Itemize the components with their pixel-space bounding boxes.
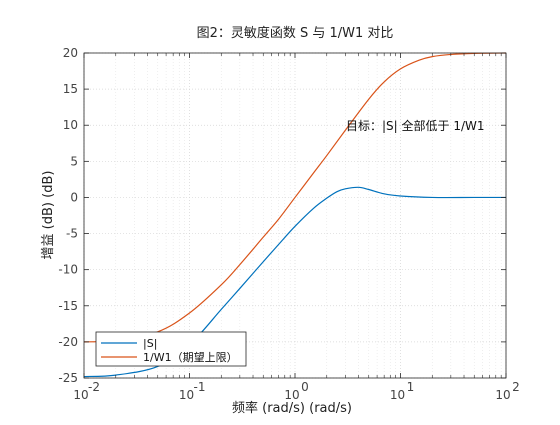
y-tick-label: 20 <box>63 46 78 60</box>
x-tick-exponent: -1 <box>194 380 206 394</box>
legend-label-s: |S| <box>143 337 157 350</box>
y-tick-label: 10 <box>63 118 78 132</box>
y-tick-label: -10 <box>58 263 78 277</box>
axis-ticks <box>83 52 507 379</box>
x-tick-exponent: 2 <box>512 380 520 394</box>
x-tick-label: 10 <box>179 388 194 402</box>
grid <box>83 52 507 379</box>
legend-label-w1: 1/W1（期望上限） <box>143 351 238 364</box>
y-tick-label: -25 <box>58 371 78 385</box>
x-tick-label: 10 <box>390 388 405 402</box>
y-tick-label: -15 <box>58 299 78 313</box>
x-tick-label: 10 <box>73 388 88 402</box>
y-tick-label: -5 <box>66 227 78 241</box>
x-axis-label: 频率 (rad/s) (rad/s) <box>232 400 352 416</box>
chart-annotation: 目标：|S| 全部低于 1/W1 <box>346 118 485 133</box>
chart-title: 图2：灵敏度函数 S 与 1/W1 对比 <box>197 25 394 41</box>
x-tick-label: 10 <box>284 388 299 402</box>
series-line-inv-w1 <box>83 52 507 343</box>
y-tick-label: 15 <box>63 82 78 96</box>
y-axis-label: 增益 (dB) (dB) <box>41 171 56 260</box>
y-tick-label: -20 <box>58 335 78 349</box>
legend: |S| 1/W1（期望上限） <box>95 331 247 367</box>
x-tick-label: 10 <box>495 388 510 402</box>
y-tick-label: 5 <box>70 154 78 168</box>
x-tick-exponent: 0 <box>301 380 309 394</box>
legend-box <box>95 331 247 367</box>
x-tick-exponent: -2 <box>88 380 100 394</box>
y-tick-label: 0 <box>70 190 78 204</box>
x-tick-exponent: 1 <box>407 380 415 394</box>
